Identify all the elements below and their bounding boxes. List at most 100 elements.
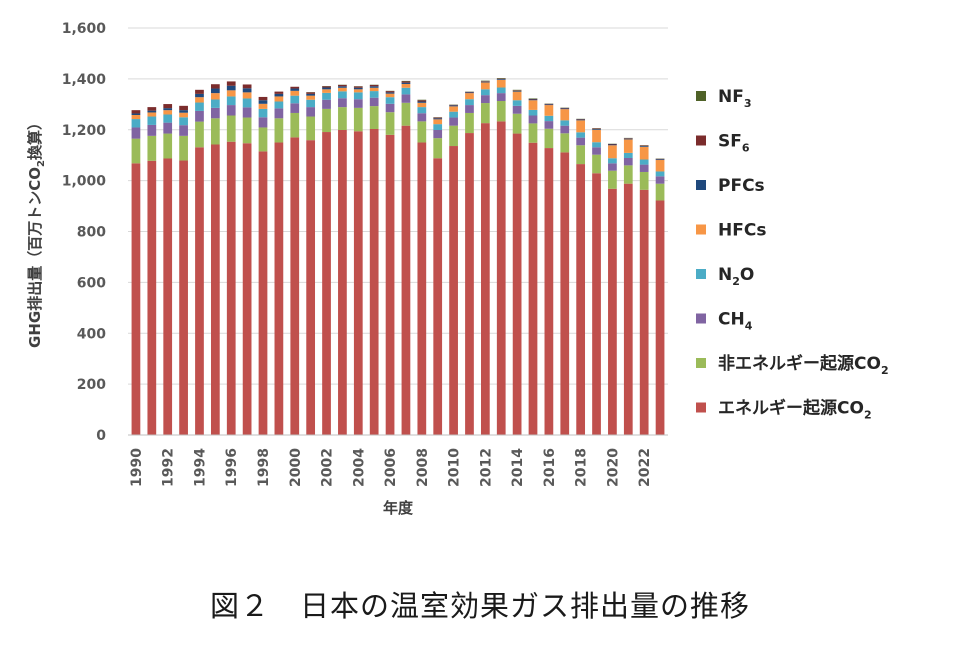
bar-segment-4 (608, 145, 617, 159)
bar-segment-0 (369, 128, 379, 435)
bar-segment-4 (210, 93, 220, 100)
legend-item: NF3 (696, 87, 752, 110)
bar-segment-6 (226, 81, 236, 86)
y-axis-title: GHG排出量（百万トンCO2換算） (26, 115, 47, 348)
bar-segment-6 (480, 81, 490, 82)
bar-segment-2 (608, 163, 617, 171)
bar-segment-0 (322, 132, 331, 435)
bar-segment-3 (290, 95, 300, 104)
bar-segment-1 (449, 125, 458, 147)
bar-segment-3 (258, 108, 268, 118)
figure-caption: 図２ 日本の温室効果ガス排出量の推移 (209, 589, 750, 623)
bar-stack-2014 (512, 89, 522, 436)
bar-stack-2004 (353, 86, 363, 435)
bar-segment-6 (195, 89, 204, 94)
bar-segment-5 (274, 93, 284, 97)
bar-segment-3 (163, 114, 173, 123)
bar-segment-0 (544, 148, 554, 435)
bar-segment-0 (210, 144, 220, 435)
legend-item: CH4 (696, 310, 753, 333)
x-tick-label: 2012 (478, 448, 494, 487)
bar-segment-0 (353, 131, 363, 435)
bar-segment-2 (449, 117, 458, 126)
bar-segment-7 (401, 80, 411, 82)
bar-segment-4 (433, 119, 443, 125)
bar-segment-2 (226, 105, 236, 116)
bar-segment-4 (258, 103, 268, 109)
bar-segment-2 (147, 124, 157, 136)
bar-segment-2 (258, 117, 268, 128)
bar-segment-4 (338, 87, 347, 92)
bar-segment-4 (353, 89, 363, 93)
y-tick-label: 800 (77, 225, 106, 241)
bar-segment-6 (576, 119, 586, 120)
bar-segment-2 (290, 103, 300, 113)
y-tick-label: 600 (77, 275, 106, 291)
bar-segment-4 (449, 106, 458, 112)
bar-segment-6 (560, 107, 570, 109)
bar-segment-0 (623, 183, 633, 435)
legend-label: HFCs (718, 221, 766, 241)
bar-segment-1 (655, 183, 665, 201)
legend-swatch (696, 269, 706, 279)
bar-segment-3 (544, 115, 554, 122)
bar-segment-3 (655, 171, 665, 177)
bar-stack-2010 (449, 104, 458, 435)
bar-stack-2008 (417, 99, 427, 435)
bar-segment-3 (306, 99, 316, 108)
bar-segment-6 (242, 84, 252, 89)
bar-segment-2 (353, 99, 363, 108)
bar-segment-5 (655, 159, 665, 161)
bar-segment-5 (353, 87, 363, 90)
bar-segment-0 (290, 137, 300, 435)
bar-stack-2003 (338, 84, 347, 435)
bar-segment-2 (592, 147, 601, 155)
legend-label: エネルギー起源CO2 (718, 398, 872, 422)
bar-segment-3 (385, 97, 395, 104)
legend-item: HFCs (696, 221, 766, 241)
bar-stack-2022 (639, 145, 649, 435)
bar-stack-2020 (608, 143, 617, 435)
bar-segment-4 (306, 95, 316, 100)
bar-segment-2 (385, 103, 395, 113)
bar-segment-2 (369, 97, 379, 107)
bar-segment-2 (576, 137, 586, 146)
bar-segment-0 (385, 134, 395, 435)
bar-segment-5 (163, 108, 173, 111)
bar-segment-1 (576, 145, 586, 165)
bar-stack-2001 (306, 92, 316, 435)
bar-segment-6 (449, 104, 458, 106)
y-tick-label: 0 (96, 428, 106, 444)
x-tick-label: 2010 (447, 448, 463, 487)
bar-segment-3 (433, 124, 443, 131)
bar-stack-1991 (147, 107, 157, 435)
bar-segment-5 (258, 100, 268, 104)
bar-segment-3 (147, 116, 157, 125)
x-tick-label: 2022 (637, 448, 653, 487)
bar-segment-5 (544, 104, 554, 106)
legend-item: エネルギー起源CO2 (696, 398, 872, 422)
bar-segment-0 (131, 163, 141, 435)
bar-segment-1 (290, 112, 300, 138)
bar-segment-4 (147, 112, 157, 117)
bar-segment-0 (147, 160, 157, 435)
legend-label: SF6 (718, 132, 750, 155)
bar-stack-2000 (290, 86, 300, 435)
bar-segment-4 (322, 89, 331, 93)
bar-segment-6 (401, 81, 411, 83)
bar-segment-1 (306, 116, 316, 141)
bar-segment-5 (179, 110, 188, 113)
bar-segment-6 (179, 105, 188, 111)
bar-segment-3 (639, 159, 649, 165)
bar-segment-0 (338, 130, 347, 435)
bar-segment-1 (226, 115, 236, 142)
bar-segment-6 (465, 91, 474, 93)
bar-segment-6 (274, 91, 284, 94)
bar-segment-6 (639, 145, 649, 147)
bar-segment-0 (417, 142, 427, 435)
bar-segment-0 (242, 143, 252, 435)
bar-segment-5 (290, 88, 300, 91)
bar-segment-5 (210, 88, 220, 94)
bar-segment-1 (274, 118, 284, 143)
bar-segment-1 (465, 112, 474, 134)
